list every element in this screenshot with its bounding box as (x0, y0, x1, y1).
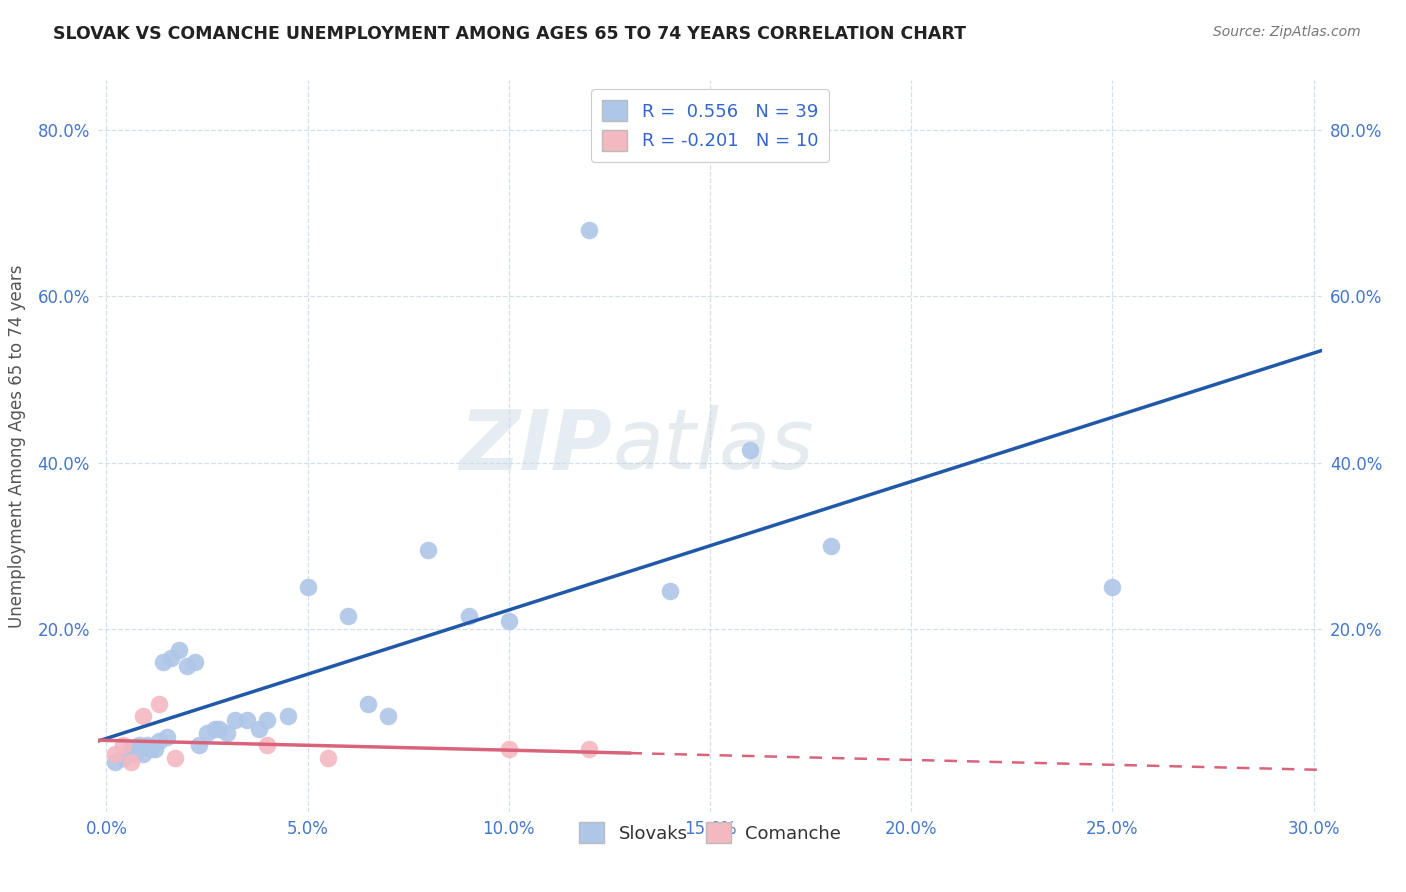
Point (357, 697, 380, 711)
Point (128, 738, 150, 752)
Point (195, 725, 218, 739)
Point (498, 614, 520, 628)
Point (658, 584, 681, 599)
Point (256, 714, 278, 728)
Point (156, 730, 179, 744)
Point (139, 742, 162, 756)
Point (124, 747, 146, 761)
Point (498, 742, 520, 756)
Point (131, 747, 153, 761)
Point (103, 755, 125, 769)
Point (143, 742, 166, 756)
Point (111, 750, 134, 764)
Text: Source: ZipAtlas.com: Source: ZipAtlas.com (1213, 25, 1361, 39)
Point (457, 609, 479, 624)
Point (377, 709, 399, 723)
Point (152, 655, 174, 669)
Text: atlas: atlas (612, 406, 814, 486)
Point (208, 722, 231, 736)
Point (120, 742, 142, 756)
Point (176, 659, 198, 673)
Point (163, 750, 186, 764)
Y-axis label: Unemployment Among Ages 65 to 74 years: Unemployment Among Ages 65 to 74 years (8, 264, 27, 628)
Legend: Slovaks, Comanche: Slovaks, Comanche (572, 815, 848, 850)
Text: SLOVAK VS COMANCHE UNEMPLOYMENT AMONG AGES 65 TO 74 YEARS CORRELATION CHART: SLOVAK VS COMANCHE UNEMPLOYMENT AMONG AG… (53, 25, 966, 43)
Point (578, 223, 600, 237)
Point (256, 738, 278, 752)
Point (131, 709, 153, 723)
Point (184, 655, 207, 669)
Text: ZIP: ZIP (460, 406, 612, 486)
Point (236, 714, 259, 728)
Point (277, 709, 299, 723)
Point (217, 725, 239, 739)
Point (188, 738, 211, 752)
Point (167, 642, 190, 657)
Point (224, 714, 246, 728)
Point (120, 755, 142, 769)
Point (316, 750, 339, 764)
Point (247, 722, 270, 736)
Point (578, 742, 600, 756)
Point (148, 734, 170, 748)
Point (135, 738, 157, 752)
Point (740, 443, 762, 458)
Point (418, 542, 440, 557)
Point (336, 609, 359, 624)
Point (103, 747, 125, 761)
Point (1101, 580, 1123, 594)
Point (820, 539, 842, 553)
Point (111, 738, 134, 752)
Point (160, 651, 183, 665)
Point (204, 722, 226, 736)
Point (115, 747, 138, 761)
Point (148, 697, 170, 711)
Point (297, 580, 319, 594)
